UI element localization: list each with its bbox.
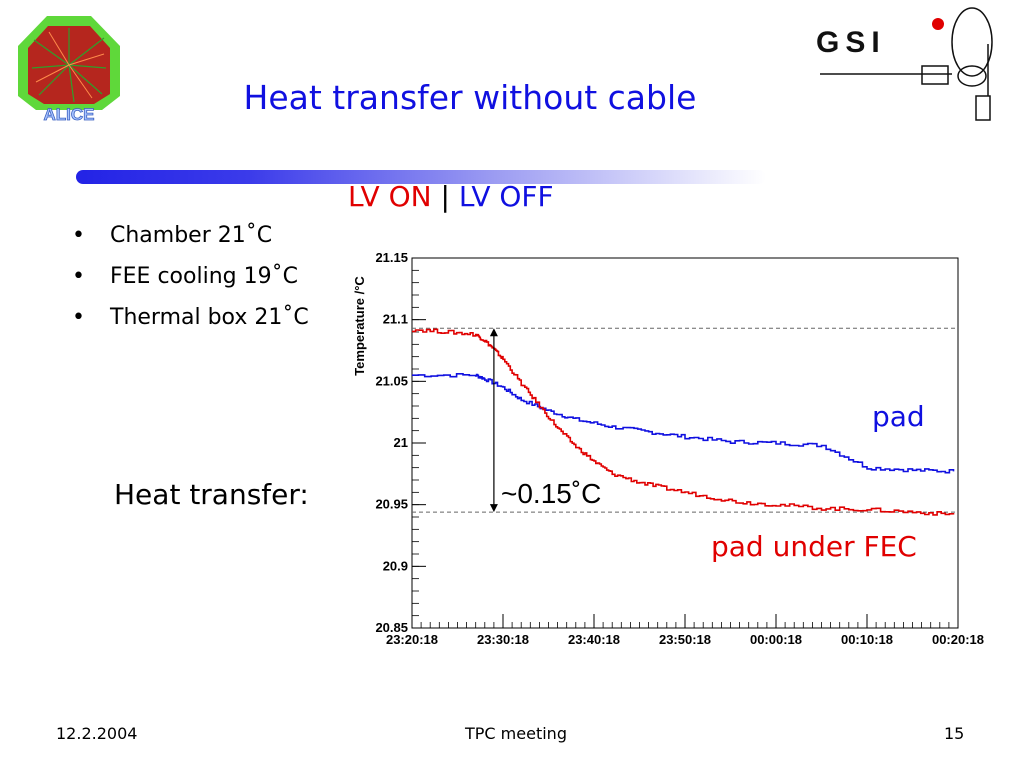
x-tick-label: 00:10:18 bbox=[841, 632, 893, 647]
annotation-pad-under-fec: pad under FEC bbox=[711, 530, 917, 563]
y-axis-title: Temperature /°C bbox=[352, 276, 367, 376]
heat-transfer-label: Heat transfer: bbox=[114, 478, 309, 511]
delta-arrow-up-icon bbox=[489, 328, 498, 337]
annotation-pad: pad bbox=[872, 400, 925, 433]
delta-arrow-down-icon bbox=[489, 504, 498, 513]
y-tick-label: 20.95 bbox=[375, 497, 408, 512]
bullet-dot-icon: • bbox=[72, 305, 85, 330]
series-line-pad-under-fec bbox=[412, 328, 955, 516]
lv-off-label: LV OFF bbox=[458, 180, 554, 213]
bullet-item: • Thermal box 21˚C bbox=[72, 302, 309, 343]
bullet-item: • Chamber 21˚C bbox=[72, 220, 309, 261]
lv-on-label: LV ON bbox=[348, 180, 432, 213]
x-tick-label: 23:50:18 bbox=[659, 632, 711, 647]
x-tick-label: 00:00:18 bbox=[750, 632, 802, 647]
bullet-text: FEE cooling 19˚C bbox=[110, 264, 298, 289]
x-tick-label: 23:30:18 bbox=[477, 632, 529, 647]
lv-separator: | bbox=[440, 180, 450, 213]
y-tick-label: 21.1 bbox=[383, 312, 408, 327]
y-tick-label: 21.05 bbox=[375, 373, 408, 388]
footer-center-text: TPC meeting bbox=[465, 724, 567, 743]
footer-date: 12.2.2004 bbox=[56, 724, 138, 743]
title-underline-bar bbox=[76, 170, 766, 184]
bullet-text: Chamber 21˚C bbox=[110, 223, 273, 248]
x-tick-label: 00:20:18 bbox=[932, 632, 984, 647]
footer-page-number: 15 bbox=[944, 724, 965, 743]
alice-logo: ALICE bbox=[18, 16, 120, 122]
y-tick-label: 21.15 bbox=[375, 250, 408, 265]
lv-header: LV ON | LV OFF bbox=[348, 180, 554, 213]
bullet-item: • FEE cooling 19˚C bbox=[72, 261, 309, 302]
x-tick-label: 23:40:18 bbox=[568, 632, 620, 647]
y-tick-label: 20.85 bbox=[375, 620, 408, 635]
gsi-logo-text: GSI bbox=[816, 26, 886, 59]
bullet-text: Thermal box 21˚C bbox=[110, 305, 309, 330]
x-tick-label: 23:20:18 bbox=[386, 632, 438, 647]
gsi-logo: GSI bbox=[816, 7, 993, 121]
y-tick-label: 20.9 bbox=[383, 558, 408, 573]
alice-logo-text: ALICE bbox=[44, 105, 95, 122]
bullet-dot-icon: • bbox=[72, 264, 85, 289]
y-tick-label: 21 bbox=[394, 435, 408, 450]
slide-title: Heat transfer without cable bbox=[243, 78, 697, 117]
annotation-delta: ~0.15˚C bbox=[501, 478, 602, 509]
bullet-dot-icon: • bbox=[72, 223, 85, 248]
bullet-list: • Chamber 21˚C • FEE cooling 19˚C • Thermal… bbox=[72, 220, 309, 343]
